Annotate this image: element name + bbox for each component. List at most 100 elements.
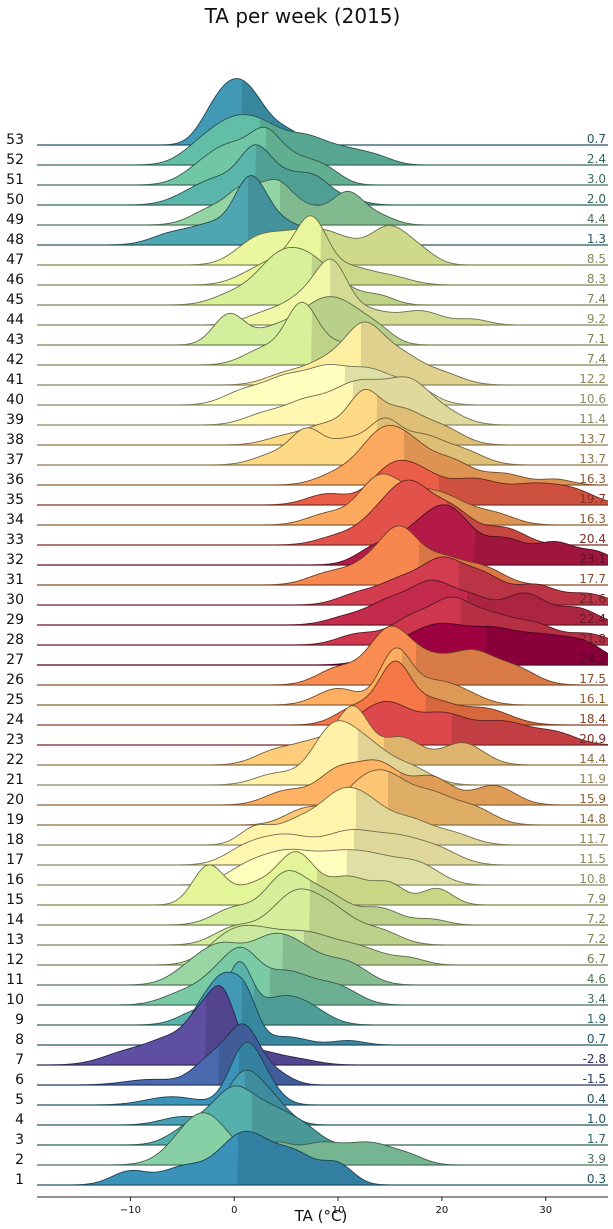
ridge-upper-band: [279, 181, 608, 225]
ridge-area: [37, 1112, 608, 1165]
mean-label: 16.3: [579, 512, 606, 526]
ridge-week-9: 9 1.9: [15, 961, 609, 1028]
ridge-upper-band: [303, 930, 608, 965]
mean-label: 1.3: [587, 232, 606, 246]
ridge-upper-band: [309, 890, 608, 945]
week-label: 37: [6, 452, 24, 468]
week-label: 25: [6, 692, 24, 708]
ridge-area: [37, 144, 608, 205]
ridge-upper-band: [458, 561, 608, 605]
mean-label: 22.4: [579, 612, 606, 626]
week-label: 3: [15, 1132, 24, 1148]
week-label: 17: [6, 852, 24, 868]
mean-label: 23.1: [579, 552, 606, 566]
ridge-area: [37, 626, 608, 685]
ridge-upper-band: [282, 933, 608, 985]
week-label: 20: [6, 792, 24, 808]
ridge-area: [37, 460, 608, 505]
ridge-upper-band: [357, 729, 608, 785]
mean-label: 16.1: [579, 692, 606, 706]
ridge-upper-band: [360, 321, 608, 385]
mean-label: 0.7: [587, 1032, 606, 1046]
week-label: 40: [6, 392, 24, 408]
ridge-area: [37, 127, 608, 185]
mean-label: 7.9: [587, 892, 606, 906]
ridge-week-5: 5 0.4: [15, 1041, 608, 1108]
x-axis: −10 0 10 20 30: [37, 1196, 608, 1216]
week-label: 1: [15, 1172, 24, 1188]
week-label: 53: [6, 132, 24, 148]
mean-label: 2.4: [587, 152, 606, 166]
x-tick-label: 30: [539, 1205, 552, 1216]
ridge-upper-band: [438, 475, 608, 505]
week-label: 22: [6, 752, 24, 768]
ridge-upper-band: [355, 788, 608, 845]
week-label: 30: [6, 592, 24, 608]
week-label: 23: [6, 732, 24, 748]
ridge-area: [37, 417, 608, 465]
mean-label: 19.7: [579, 492, 606, 506]
week-label: 27: [6, 652, 24, 668]
week-label: 51: [6, 172, 24, 188]
mean-label: 15.9: [579, 792, 606, 806]
ridge-week-52: 52 2.4: [6, 114, 608, 168]
week-label: 29: [6, 612, 24, 628]
ridge-area: [37, 1131, 608, 1185]
ridge-week-32: 32 23.1: [6, 504, 609, 568]
ridge-week-42: 42 7.4: [6, 301, 608, 368]
week-label: 19: [6, 812, 24, 828]
mean-label: -1.5: [583, 1072, 606, 1086]
week-label: 16: [6, 872, 24, 888]
ridge-area: [37, 829, 608, 865]
ridge-upper-band: [425, 694, 608, 725]
mean-label: 12.2: [579, 372, 606, 386]
mean-label: 7.2: [587, 932, 606, 946]
mean-label: 14.4: [579, 752, 606, 766]
mean-label: 0.4: [587, 1092, 606, 1106]
ridge-area: [37, 389, 608, 445]
mean-label: 0.7: [587, 132, 606, 146]
ridge-upper-band: [383, 736, 608, 765]
week-label: 48: [6, 232, 24, 248]
week-label: 52: [6, 152, 24, 168]
week-label: 10: [6, 992, 24, 1008]
week-label: 36: [6, 472, 24, 488]
ridge-area: [37, 364, 608, 405]
ridge-area: [37, 647, 608, 705]
x-tick-label: 0: [231, 1205, 237, 1216]
ridge-upper-band: [259, 118, 608, 165]
mean-label: 1.7: [587, 1132, 606, 1146]
ridge-week-10: 10 3.4: [6, 946, 608, 1008]
ridge-area: [37, 759, 608, 805]
week-label: 34: [6, 512, 24, 528]
ridge-area: [37, 302, 608, 365]
mean-label: 16.3: [579, 472, 606, 486]
ridge-area: [37, 701, 608, 745]
week-label: 41: [6, 372, 24, 388]
ridge-upper-band: [320, 225, 608, 285]
ridge-week-8: 8 0.7: [15, 971, 608, 1048]
week-label: 39: [6, 412, 24, 428]
chart-title: TA per week (2015): [204, 4, 401, 28]
ridge-upper-band: [403, 430, 608, 485]
ridge-upper-band: [401, 650, 608, 705]
week-label: 26: [6, 672, 24, 688]
ridge-area: [37, 769, 608, 825]
mean-label: 8.3: [587, 272, 606, 286]
week-label: 6: [15, 1072, 24, 1088]
mean-label: 11.9: [579, 772, 606, 786]
week-label: 7: [15, 1052, 24, 1068]
ridge-area: [37, 1070, 608, 1125]
mean-label: 2.0: [587, 192, 606, 206]
week-label: 21: [6, 772, 24, 788]
ridge-upper-band: [238, 1042, 608, 1105]
ridge-area: [37, 661, 608, 725]
mean-label: 8.5: [587, 252, 606, 266]
ridge-upper-band: [269, 967, 608, 1005]
mean-label: 20.9: [579, 732, 606, 746]
ridge-upper-band: [387, 771, 608, 825]
ridge-upper-band: [237, 1131, 609, 1185]
week-label: 18: [6, 832, 24, 848]
mean-label: 13.7: [579, 452, 606, 466]
ridge-upper-band: [485, 626, 608, 665]
